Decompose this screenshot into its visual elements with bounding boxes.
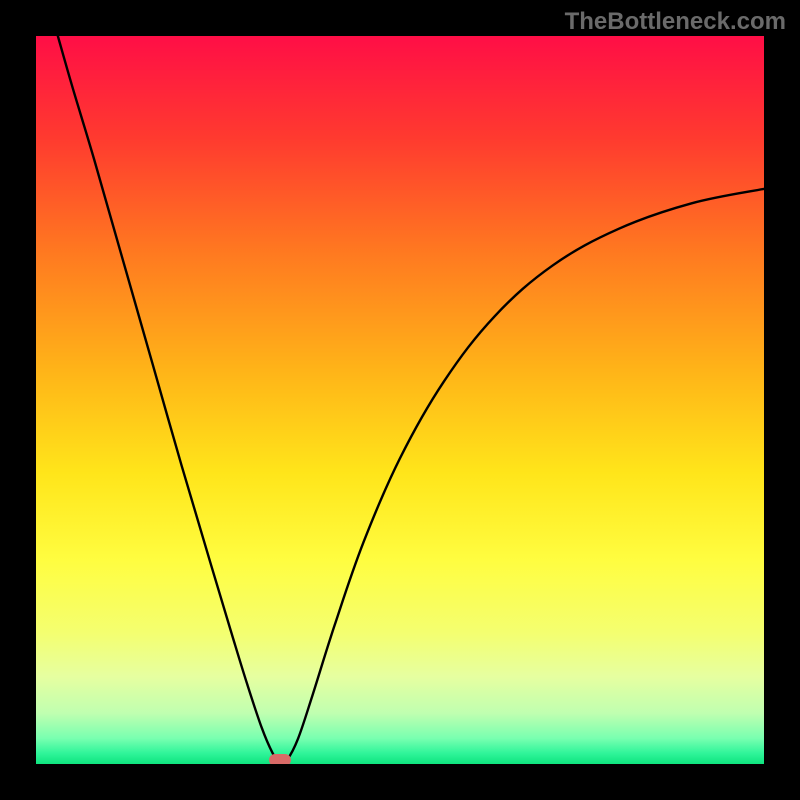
- watermark-text: TheBottleneck.com: [565, 8, 786, 36]
- chart-curve-layer: [36, 36, 764, 764]
- bottleneck-curve: [58, 36, 764, 763]
- optimal-point-marker: [269, 754, 291, 764]
- chart-plot-area: [36, 36, 764, 764]
